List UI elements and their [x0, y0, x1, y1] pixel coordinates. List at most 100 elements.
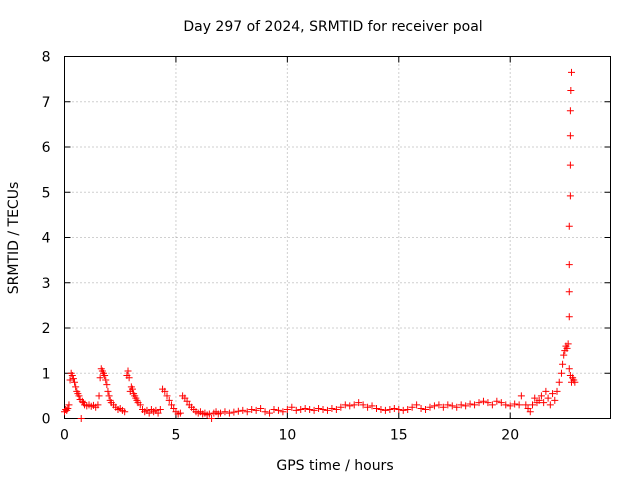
data-point [426, 403, 434, 411]
data-point [567, 86, 575, 94]
data-point [288, 403, 296, 411]
data-point [248, 405, 256, 413]
data-point [346, 402, 354, 410]
x-tick-label: 0 [60, 428, 69, 444]
data-point [221, 408, 229, 416]
data-point [261, 408, 269, 416]
data-point [243, 408, 251, 416]
data-point [310, 406, 318, 414]
data-point [381, 406, 389, 414]
data-point [462, 402, 470, 410]
y-tick-label: 3 [42, 276, 51, 292]
x-tick-label: 10 [278, 428, 296, 444]
axis-ticks [64, 56, 611, 419]
data-point [121, 408, 129, 416]
data-point [270, 405, 278, 413]
data-point [337, 403, 345, 411]
data-point [430, 402, 438, 410]
data-point [553, 387, 561, 395]
data-point [435, 401, 443, 409]
data-point [355, 399, 363, 407]
data-point [125, 374, 133, 382]
data-point [234, 407, 242, 415]
data-point [565, 222, 573, 230]
data-point [546, 401, 554, 409]
data-point [568, 68, 575, 76]
data-point [63, 406, 71, 414]
data-point [230, 408, 238, 416]
data-point [306, 405, 314, 413]
data-point [145, 409, 153, 417]
data-point [225, 409, 233, 417]
data-point [319, 405, 327, 413]
data-point [72, 383, 80, 391]
data-point [364, 403, 372, 411]
data-point [540, 399, 548, 407]
data-points [61, 68, 579, 422]
data-point [551, 396, 559, 404]
data-point [544, 394, 552, 402]
data-point [66, 376, 74, 384]
data-point [522, 401, 530, 409]
data-point [511, 400, 519, 408]
y-tick-label: 7 [42, 95, 51, 111]
data-point [493, 397, 501, 405]
data-point [208, 415, 216, 422]
data-point [404, 405, 412, 413]
data-point [323, 406, 331, 414]
data-point [301, 405, 309, 413]
data-point [563, 344, 571, 352]
data-point [95, 392, 103, 400]
data-point [341, 401, 349, 409]
data-point [124, 367, 132, 375]
y-tick-label: 2 [42, 321, 51, 337]
data-point [566, 192, 574, 200]
y-tick-label: 6 [42, 140, 51, 156]
data-point [176, 409, 184, 417]
data-point [529, 401, 536, 409]
data-point [417, 405, 425, 413]
data-point [104, 387, 112, 395]
data-point [549, 390, 557, 398]
data-point [444, 401, 452, 409]
data-point [315, 405, 323, 413]
data-point [566, 107, 574, 115]
data-point [77, 415, 85, 422]
data-point [101, 372, 109, 380]
data-point [457, 401, 465, 409]
y-tick-label: 5 [42, 185, 51, 201]
data-point [475, 399, 483, 407]
data-point [531, 394, 539, 402]
data-point [390, 405, 398, 413]
data-point [69, 375, 77, 383]
y-tick-labels: 0 1 2 3 4 5 6 7 8 [42, 50, 51, 428]
data-point [537, 392, 545, 400]
data-point [279, 408, 287, 416]
data-point [471, 401, 479, 409]
data-point [555, 378, 563, 386]
data-point [163, 392, 171, 400]
data-point [542, 387, 550, 395]
data-point [266, 409, 274, 417]
y-tick-label: 1 [42, 366, 51, 382]
data-point [156, 405, 164, 413]
data-point [399, 406, 407, 414]
data-point [154, 409, 162, 417]
data-point [78, 397, 86, 405]
data-point [466, 400, 474, 408]
data-point [413, 401, 421, 409]
y-tick-label: 0 [42, 412, 51, 428]
data-point [559, 360, 567, 368]
data-point [565, 288, 573, 296]
data-point [359, 401, 367, 409]
data-point [439, 403, 447, 411]
data-point [136, 401, 144, 409]
data-point [453, 403, 461, 411]
data-point [373, 405, 380, 413]
data-point [75, 392, 83, 400]
data-point [96, 374, 104, 382]
data-point [484, 399, 492, 407]
data-point [386, 405, 394, 413]
grid-lines [64, 56, 611, 419]
